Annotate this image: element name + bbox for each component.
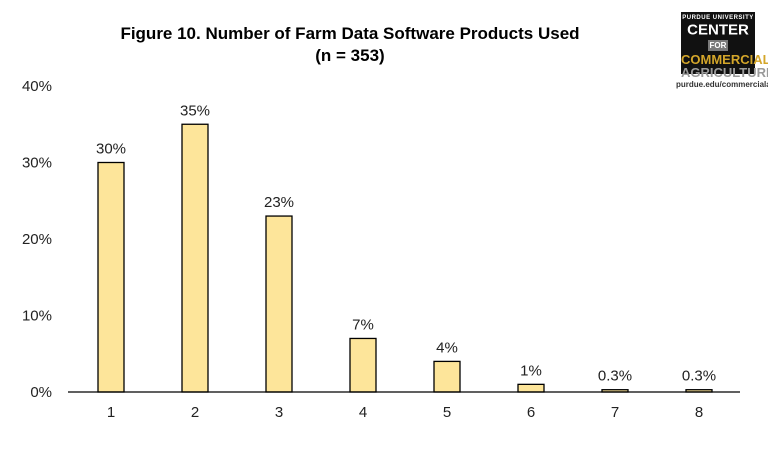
x-tick-label: 1 xyxy=(107,404,115,421)
bar xyxy=(433,360,461,393)
bar xyxy=(517,383,545,393)
data-label: 30% xyxy=(96,141,126,158)
y-tick-label: 30% xyxy=(22,155,52,172)
y-tick-label: 40% xyxy=(22,78,52,95)
bar xyxy=(97,161,125,393)
x-tick-label: 6 xyxy=(527,404,535,421)
logo-url: purdue.edu/commercialag xyxy=(676,80,768,89)
chart-title: Figure 10. Number of Farm Data Software … xyxy=(120,24,580,43)
y-tick-label: 10% xyxy=(22,308,52,325)
logo-line3: COMMERCIAL xyxy=(681,51,768,67)
data-label: 35% xyxy=(180,102,210,119)
chart-subtitle: (n = 353) xyxy=(315,46,385,65)
data-label: 0.3% xyxy=(682,368,716,385)
x-tick-label: 2 xyxy=(191,404,199,421)
data-label: 4% xyxy=(436,339,458,356)
data-label: 23% xyxy=(264,194,294,211)
y-tick-label: 0% xyxy=(30,384,52,401)
x-tick-label: 4 xyxy=(359,404,367,421)
bar xyxy=(265,215,293,393)
logo-line2b: FOR xyxy=(707,39,729,51)
bar xyxy=(181,123,209,393)
x-tick-label: 7 xyxy=(611,404,619,421)
logo-line2: CENTER xyxy=(687,21,749,39)
y-tick-label: 20% xyxy=(22,231,52,248)
center-for-commercial-agriculture-logo: PURDUE UNIVERSITY CENTER FOR COMMERCIAL … xyxy=(681,12,768,79)
data-label: 0.3% xyxy=(598,368,632,385)
x-tick-label: 8 xyxy=(695,404,703,421)
logo-line1: PURDUE UNIVERSITY xyxy=(682,15,754,21)
data-label: 1% xyxy=(520,362,542,379)
logo-line4: AGRICULTURE xyxy=(681,64,768,80)
data-label: 7% xyxy=(352,316,374,333)
x-tick-label: 3 xyxy=(275,404,283,421)
bar xyxy=(349,337,377,393)
x-tick-label: 5 xyxy=(443,404,451,421)
